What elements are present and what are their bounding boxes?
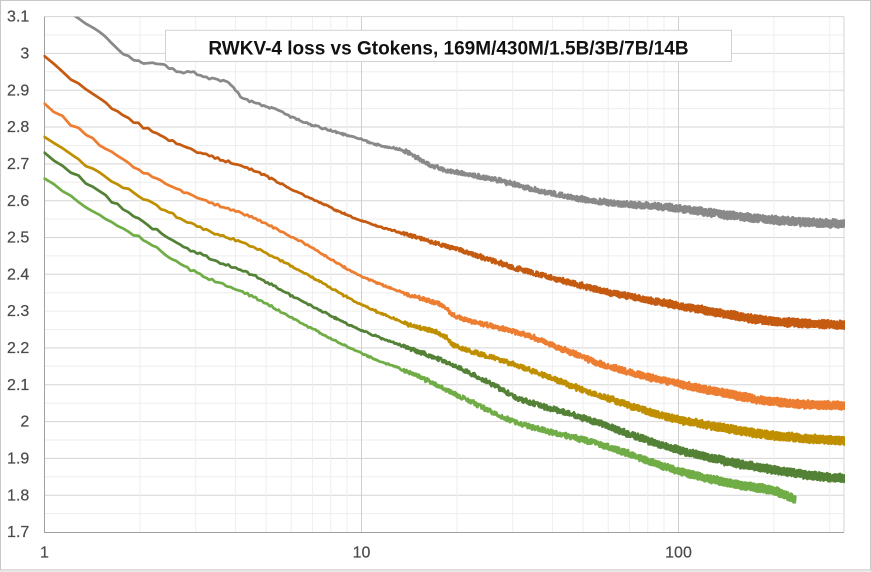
- svg-text:2.1: 2.1: [7, 377, 29, 394]
- svg-text:2: 2: [20, 414, 29, 431]
- svg-text:2.3: 2.3: [7, 303, 29, 320]
- svg-text:1.8: 1.8: [7, 487, 29, 504]
- svg-text:3: 3: [20, 46, 29, 63]
- svg-text:10: 10: [353, 545, 371, 562]
- svg-text:2.2: 2.2: [7, 340, 29, 357]
- svg-text:1.7: 1.7: [7, 524, 29, 541]
- svg-text:1.9: 1.9: [7, 451, 29, 468]
- svg-text:3.1: 3.1: [7, 9, 29, 26]
- svg-text:2.9: 2.9: [7, 82, 29, 99]
- svg-text:2.5: 2.5: [7, 230, 29, 247]
- svg-text:2.7: 2.7: [7, 156, 29, 173]
- svg-text:1: 1: [40, 545, 49, 562]
- svg-text:100: 100: [665, 545, 692, 562]
- svg-text:RWKV-4 loss vs Gtokens, 169M/4: RWKV-4 loss vs Gtokens, 169M/430M/1.5B/3…: [208, 38, 688, 59]
- svg-text:2.4: 2.4: [7, 266, 29, 283]
- svg-text:2.6: 2.6: [7, 193, 29, 210]
- svg-text:2.8: 2.8: [7, 119, 29, 136]
